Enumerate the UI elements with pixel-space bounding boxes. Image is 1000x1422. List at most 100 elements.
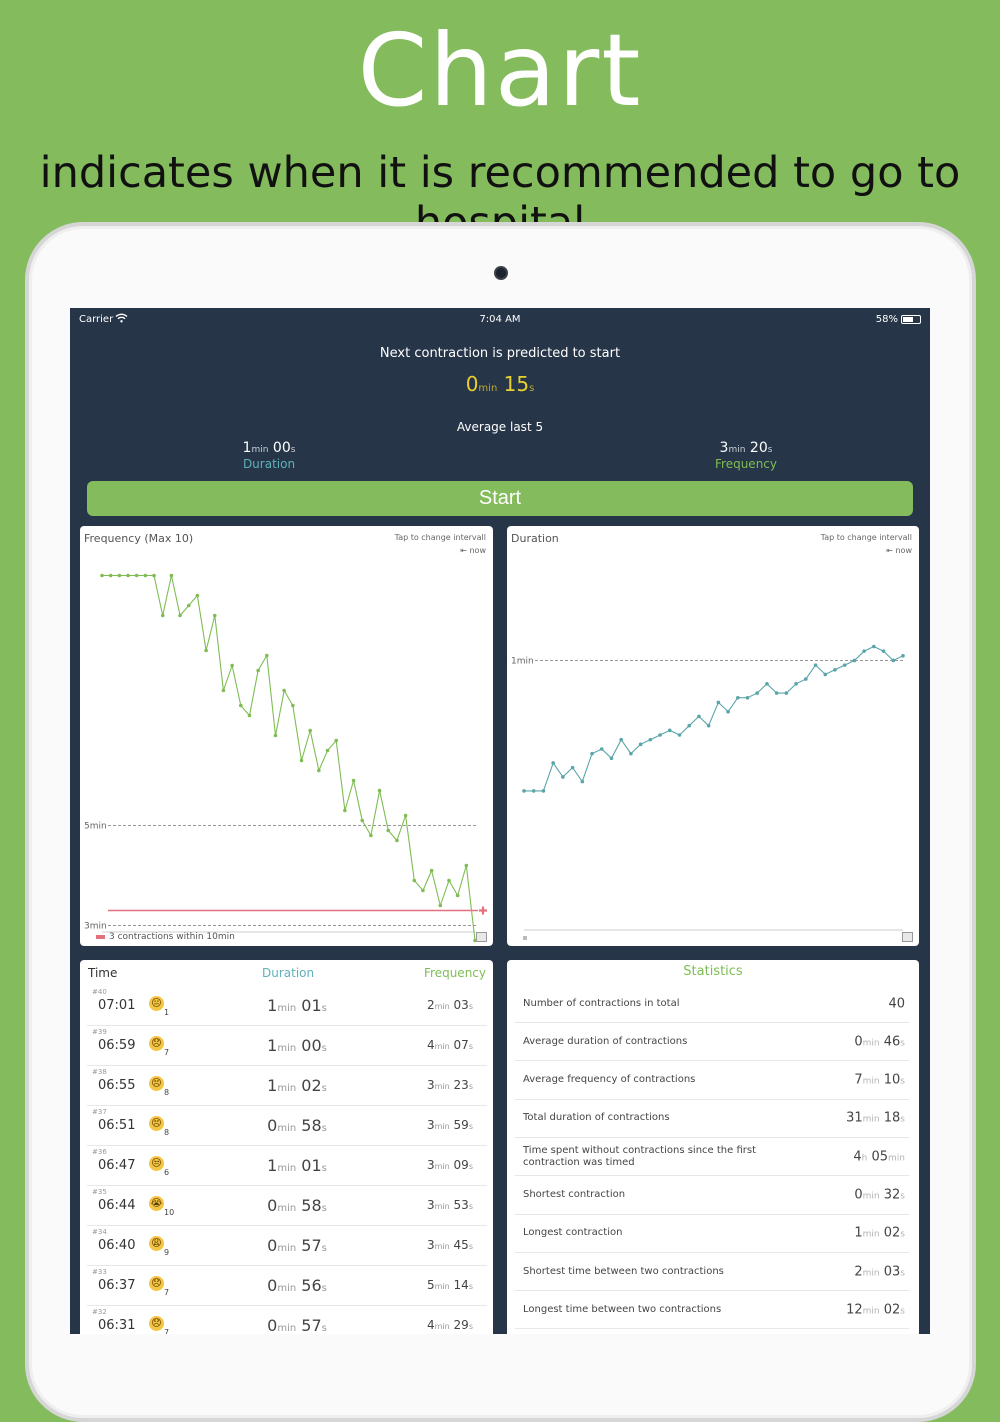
- row-number: #36: [92, 1148, 107, 1156]
- pain-emoji-icon: 😣: [149, 1076, 164, 1091]
- table-row[interactable]: #32 06:31 😞 7 0min 57s 4min 29s: [87, 1306, 487, 1334]
- table-row[interactable]: #33 06:37 😞 7 0min 56s 5min 14s: [87, 1266, 487, 1306]
- table-row[interactable]: #40 07:01 😐 1 1min 01s 2min 03s: [87, 986, 487, 1026]
- average-frequency: 3min 20s Frequency: [715, 440, 777, 471]
- statistic-value: 0min 32s: [854, 1187, 905, 1203]
- data-point: [265, 653, 269, 658]
- data-point: [648, 737, 653, 742]
- pain-level: 7: [164, 1328, 170, 1334]
- data-point: [117, 573, 122, 578]
- calendar-icon[interactable]: [476, 932, 487, 942]
- table-header-time: Time: [88, 966, 118, 980]
- status-bar: Carrier 7:04 AM 58%: [70, 308, 930, 332]
- row-duration: 0min 58s: [267, 1116, 327, 1135]
- table-row[interactable]: #36 06:47 😒 6 1min 01s 3min 09s: [87, 1146, 487, 1186]
- series-line: [102, 574, 476, 941]
- average-duration: 1min 00s Duration: [242, 440, 296, 471]
- data-point: [891, 658, 896, 663]
- row-number: #37: [92, 1108, 107, 1116]
- average-label: Average last 5: [456, 420, 544, 434]
- data-point: [473, 938, 477, 943]
- statistics-row: Shortest time between two contractions 2…: [515, 1253, 909, 1292]
- wifi-icon: [115, 313, 128, 323]
- row-frequency: 3min 45s: [426, 1238, 473, 1252]
- pain-emoji-icon: 😩: [149, 1236, 164, 1251]
- pain-level: 1: [164, 1008, 170, 1017]
- data-point: [230, 663, 234, 668]
- duration-chart: 1min: [511, 644, 905, 931]
- pain-level: 10: [164, 1208, 175, 1217]
- start-button[interactable]: Start: [87, 481, 913, 516]
- data-point: [794, 681, 798, 686]
- data-point: [369, 833, 373, 838]
- statistic-label: Longest time between two contractions: [523, 1303, 722, 1315]
- row-time: 06:55: [98, 1078, 136, 1093]
- row-duration: 0min 57s: [267, 1316, 327, 1334]
- pain-emoji-icon: 😐: [149, 996, 164, 1011]
- statistic-label: Shortest time between two contractions: [523, 1265, 724, 1277]
- data-point: [735, 695, 740, 700]
- data-point: [351, 778, 356, 783]
- pain-emoji-icon: 😞: [149, 1316, 164, 1331]
- row-frequency: 2min 03s: [426, 998, 473, 1012]
- statistic-value: 31min 18s: [846, 1110, 905, 1126]
- row-frequency: 3min 09s: [426, 1158, 473, 1172]
- duration-interval-hint[interactable]: Tap to change intervall ⇤ now: [820, 533, 912, 555]
- statistics-row: Time spent without contractions since th…: [515, 1138, 909, 1177]
- statistics-row: Longest time between two contractions 12…: [515, 1291, 909, 1330]
- carrier-label: Carrier: [79, 314, 114, 325]
- data-point: [580, 779, 585, 784]
- statistic-value: 12min 02s: [846, 1302, 905, 1318]
- statistic-label: Number of contractions in total: [523, 997, 680, 1009]
- statistics-title: Statistics: [683, 964, 743, 979]
- table-row[interactable]: #39 06:59 😞 7 1min 00s 4min 07s: [87, 1026, 487, 1066]
- data-point: [881, 649, 886, 653]
- data-point: [403, 813, 408, 818]
- data-point: [204, 648, 208, 653]
- reference-label: 1min: [511, 656, 534, 666]
- calendar-icon[interactable]: [902, 932, 913, 942]
- row-duration: 0min 57s: [267, 1236, 327, 1255]
- row-number: #33: [92, 1268, 107, 1276]
- data-point: [629, 751, 633, 756]
- pain-level: 6: [164, 1168, 170, 1177]
- data-point: [212, 613, 217, 618]
- data-point: [377, 788, 382, 793]
- frequency-interval-hint[interactable]: Tap to change intervall ⇤ now: [394, 533, 486, 555]
- row-time: 06:44: [98, 1198, 136, 1213]
- data-point: [429, 868, 434, 873]
- duration-chart-card[interactable]: Duration Tap to change intervall ⇤ now 1m…: [507, 526, 919, 946]
- data-point: [541, 789, 546, 793]
- status-time: 7:04 AM: [479, 314, 521, 325]
- table-row[interactable]: #35 06:44 😭 10 0min 58s 3min 53s: [87, 1186, 487, 1226]
- data-point: [842, 663, 847, 667]
- data-point: [658, 733, 662, 737]
- table-row[interactable]: #38 06:55 😣 8 1min 02s 3min 23s: [87, 1066, 487, 1106]
- data-point: [774, 691, 779, 695]
- data-point: [178, 613, 182, 618]
- row-number: #38: [92, 1068, 107, 1076]
- data-point: [256, 668, 260, 673]
- table-row[interactable]: #34 06:40 😩 9 0min 57s 3min 45s: [87, 1226, 487, 1266]
- data-point: [716, 700, 721, 705]
- pain-level: 7: [164, 1048, 170, 1057]
- pain-level: 8: [164, 1128, 170, 1137]
- row-frequency: 4min 07s: [426, 1038, 473, 1052]
- contractions-table: Time Duration Frequency #40 07:01 😐 1 1m…: [80, 960, 493, 1334]
- data-point: [395, 838, 399, 843]
- table-header-duration: Duration: [262, 966, 315, 980]
- reference-label: 5min: [84, 822, 107, 832]
- frequency-chart-card[interactable]: Frequency (Max 10) Tap to change interva…: [80, 526, 493, 946]
- data-point: [561, 775, 565, 779]
- table-row[interactable]: #37 06:51 😣 8 0min 58s 3min 59s: [87, 1106, 487, 1146]
- statistic-label: Average duration of contractions: [523, 1035, 688, 1047]
- data-point: [143, 573, 148, 578]
- data-point: [108, 573, 113, 578]
- pain-level: 7: [164, 1288, 170, 1297]
- row-number: #39: [92, 1028, 107, 1036]
- statistic-label: Time spent without contractions since th…: [523, 1144, 757, 1168]
- data-point: [765, 681, 769, 686]
- statistics-row: Average duration of contractions 0min 46…: [515, 1023, 909, 1062]
- data-point: [833, 667, 837, 672]
- row-number: #35: [92, 1188, 107, 1196]
